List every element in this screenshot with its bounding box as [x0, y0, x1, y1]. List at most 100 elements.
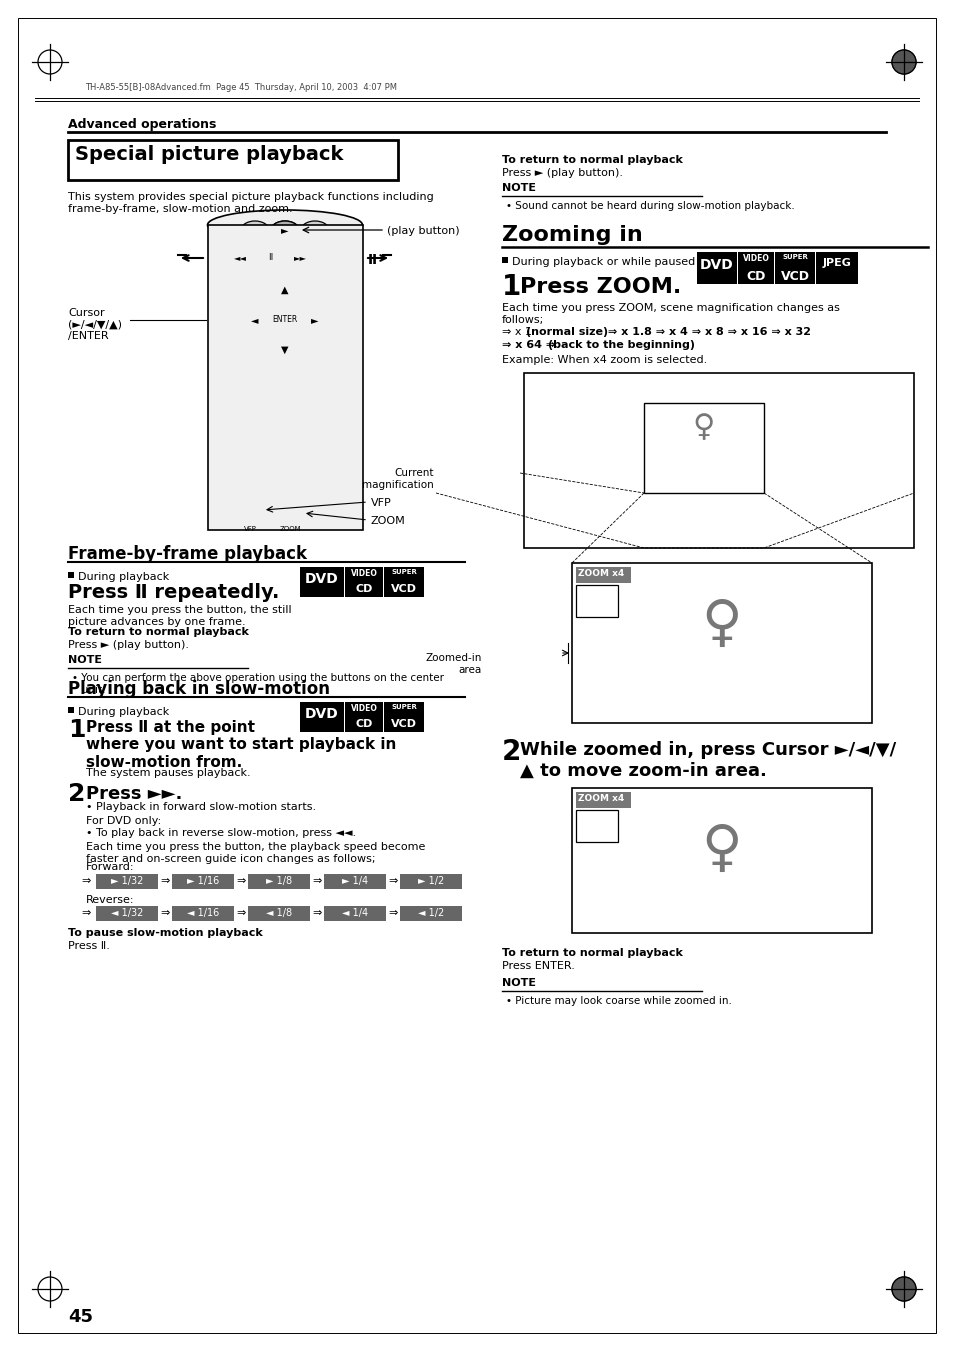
Text: VIDEO: VIDEO — [350, 569, 377, 578]
Text: VIDEO: VIDEO — [741, 254, 769, 263]
Text: ZOOM: ZOOM — [279, 526, 300, 532]
Circle shape — [247, 282, 323, 358]
Text: ⇒ x 1: ⇒ x 1 — [501, 327, 535, 336]
Text: ◄ 1/16: ◄ 1/16 — [187, 908, 219, 917]
Text: ZOOM: ZOOM — [371, 516, 405, 526]
Ellipse shape — [213, 394, 239, 411]
Text: Each time you press the button, the still
picture advances by one frame.: Each time you press the button, the stil… — [68, 605, 292, 627]
Text: (back to the beginning): (back to the beginning) — [547, 340, 695, 350]
Ellipse shape — [208, 209, 362, 240]
Ellipse shape — [309, 423, 335, 439]
Ellipse shape — [276, 480, 303, 494]
Ellipse shape — [287, 249, 313, 267]
Text: ◄ 1/8: ◄ 1/8 — [266, 908, 292, 917]
Ellipse shape — [245, 367, 271, 382]
Text: ► 1/8: ► 1/8 — [266, 875, 292, 886]
Bar — [399, 907, 461, 921]
Text: Reverse:: Reverse: — [86, 894, 134, 905]
Text: ▼: ▼ — [281, 345, 289, 355]
Bar — [815, 253, 857, 284]
Text: ⇒ x 1.8 ⇒ x 4 ⇒ x 8 ⇒ x 16 ⇒ x 32: ⇒ x 1.8 ⇒ x 4 ⇒ x 8 ⇒ x 16 ⇒ x 32 — [603, 327, 810, 336]
Text: DVD: DVD — [305, 707, 338, 721]
Circle shape — [269, 304, 301, 336]
Text: CD: CD — [355, 719, 373, 730]
Ellipse shape — [245, 480, 271, 494]
Ellipse shape — [309, 480, 335, 494]
Bar — [738, 267, 773, 284]
Bar — [345, 567, 382, 582]
Text: Press Ⅱ repeatedly.: Press Ⅱ repeatedly. — [68, 584, 279, 603]
Ellipse shape — [271, 222, 298, 239]
Ellipse shape — [276, 451, 303, 467]
Ellipse shape — [213, 451, 239, 467]
Bar — [68, 141, 397, 180]
Text: Press ZOOM.: Press ZOOM. — [519, 277, 680, 297]
Text: ♀: ♀ — [701, 823, 741, 877]
Ellipse shape — [271, 222, 298, 239]
Bar — [523, 373, 913, 549]
Text: 2: 2 — [501, 738, 521, 766]
Bar — [384, 567, 423, 582]
Text: ⇒: ⇒ — [81, 908, 91, 917]
Ellipse shape — [307, 503, 333, 517]
Ellipse shape — [236, 503, 263, 517]
Text: • Playback in forward slow-motion starts.: • Playback in forward slow-motion starts… — [86, 802, 315, 812]
Text: Playing back in slow-motion: Playing back in slow-motion — [68, 680, 330, 698]
Text: ► 1/32: ► 1/32 — [111, 875, 143, 886]
Text: ♀: ♀ — [692, 413, 715, 442]
Circle shape — [891, 50, 915, 74]
Text: Ⅱ: Ⅱ — [268, 253, 272, 262]
Bar — [774, 253, 814, 267]
Text: To pause slow-motion playback: To pause slow-motion playback — [68, 928, 262, 938]
Text: ⇒: ⇒ — [312, 875, 321, 886]
Text: Current
magnification: Current magnification — [362, 467, 434, 489]
Text: VCD: VCD — [780, 270, 809, 282]
Text: ZOOM x4: ZOOM x4 — [578, 569, 623, 578]
Text: For DVD only:: For DVD only: — [86, 816, 161, 825]
Bar — [324, 874, 386, 889]
Text: ◄ 1/32: ◄ 1/32 — [111, 908, 143, 917]
Text: Press ► (play button).: Press ► (play button). — [68, 640, 189, 650]
Bar — [576, 585, 618, 617]
Ellipse shape — [227, 249, 253, 267]
Bar — [576, 811, 618, 842]
Text: ◄: ◄ — [251, 315, 258, 326]
Text: 2: 2 — [68, 782, 85, 807]
Text: NOTE: NOTE — [501, 978, 536, 988]
Text: This system provides special picture playback functions including
frame-by-frame: This system provides special picture pla… — [68, 192, 434, 213]
Bar — [96, 907, 158, 921]
Bar — [384, 703, 423, 717]
Text: Forward:: Forward: — [86, 862, 134, 871]
Ellipse shape — [213, 480, 239, 494]
Text: Press ► (play button).: Press ► (play button). — [501, 168, 622, 178]
Text: NOTE: NOTE — [501, 182, 536, 193]
Bar — [299, 703, 344, 732]
Text: ⇒: ⇒ — [235, 875, 245, 886]
Bar — [68, 707, 74, 713]
Text: Zoomed-in
area: Zoomed-in area — [425, 653, 481, 674]
Text: SUPER: SUPER — [781, 254, 807, 259]
Text: To return to normal playback: To return to normal playback — [68, 627, 249, 638]
Text: To return to normal playback: To return to normal playback — [501, 155, 682, 165]
Ellipse shape — [276, 503, 303, 517]
Bar — [324, 907, 386, 921]
Ellipse shape — [245, 423, 271, 439]
Circle shape — [332, 312, 348, 328]
Bar — [738, 253, 773, 267]
Text: ► 1/2: ► 1/2 — [417, 875, 444, 886]
Text: • You can perform the above operation using the buttons on the center
   unit.: • You can perform the above operation us… — [71, 673, 443, 694]
Text: • Sound cannot be heard during slow-motion playback.: • Sound cannot be heard during slow-moti… — [505, 201, 794, 211]
Bar — [384, 717, 423, 732]
Bar — [248, 907, 310, 921]
Text: Press Ⅱ.: Press Ⅱ. — [68, 942, 110, 951]
Bar — [172, 874, 233, 889]
Text: 1: 1 — [501, 273, 520, 301]
Text: During playback or while paused: During playback or while paused — [512, 257, 695, 267]
Ellipse shape — [276, 394, 303, 411]
Text: Frame-by-frame playback: Frame-by-frame playback — [68, 544, 307, 563]
Text: VCD: VCD — [391, 584, 416, 594]
Bar — [345, 703, 382, 717]
Text: ⇒ x 64 ⇒: ⇒ x 64 ⇒ — [501, 340, 558, 350]
Bar — [345, 582, 382, 597]
Ellipse shape — [213, 367, 239, 382]
